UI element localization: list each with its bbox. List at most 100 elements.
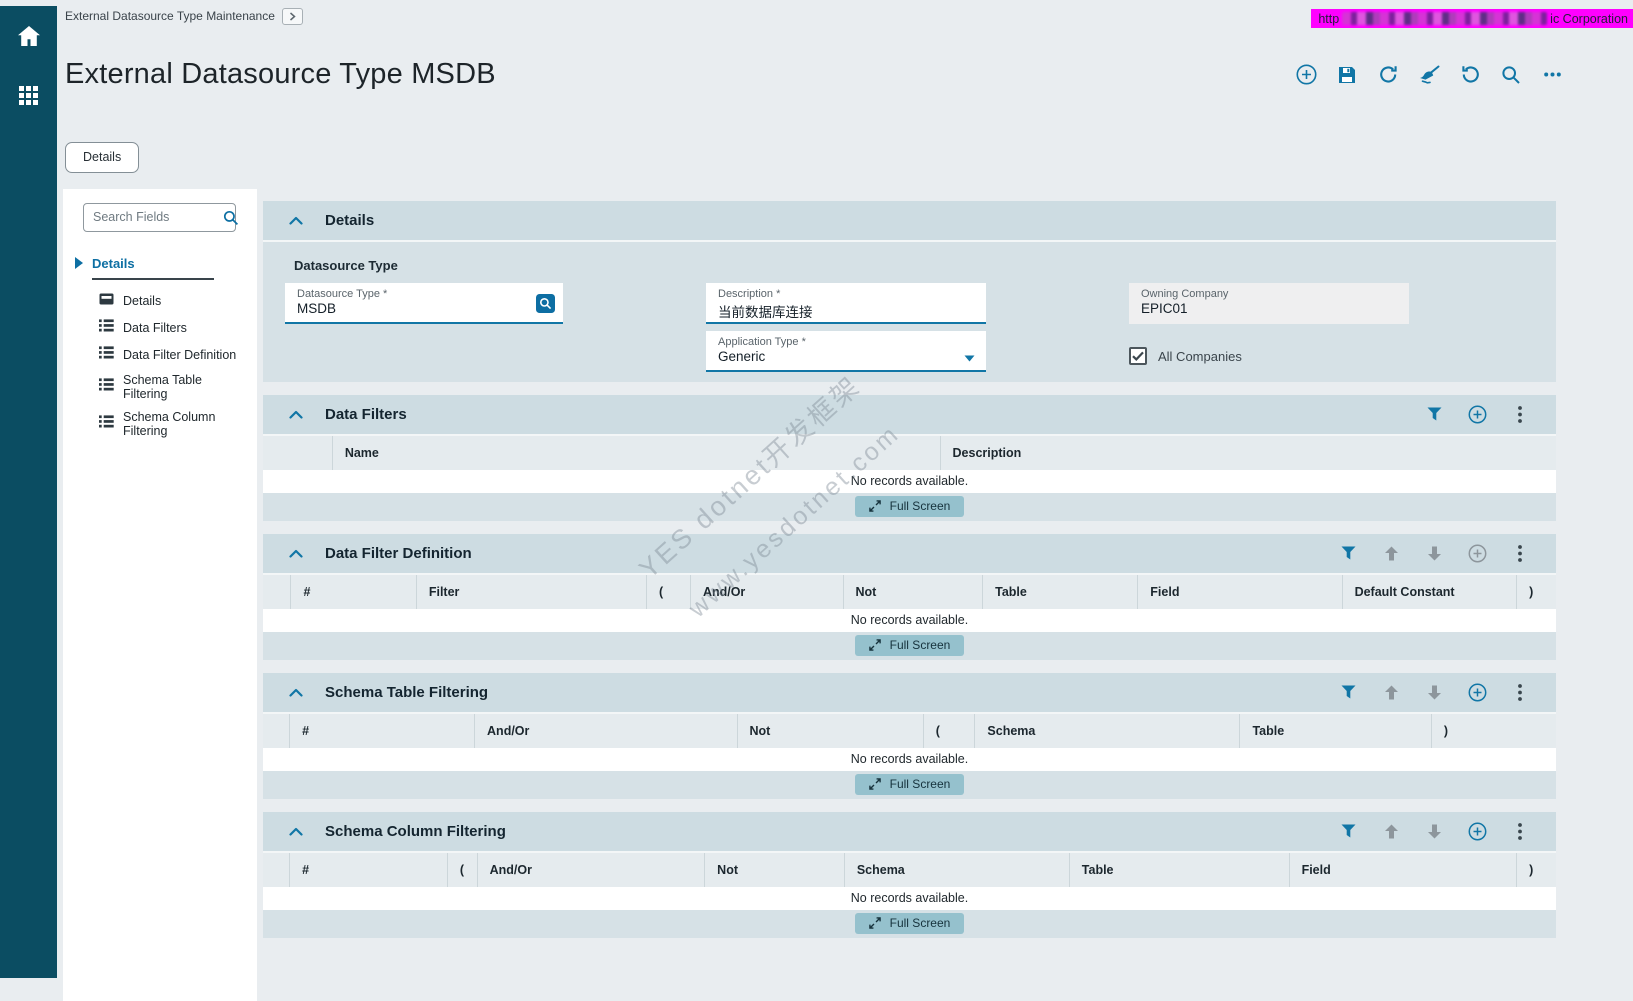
collapse-chevron-icon[interactable] xyxy=(289,827,303,836)
banner-prefix: http xyxy=(1318,11,1340,26)
search-fields-input[interactable] xyxy=(83,202,236,232)
column-header[interactable]: Table xyxy=(1240,713,1432,748)
column-header-empty[interactable] xyxy=(263,574,292,609)
breadcrumb-item[interactable]: External Datasource Type Maintenance xyxy=(65,9,275,23)
column-header[interactable]: Table xyxy=(983,574,1139,609)
add-icon[interactable] xyxy=(1467,821,1487,841)
column-header[interactable]: Field xyxy=(1290,852,1518,887)
tree-expander-icon xyxy=(75,257,83,270)
save-button[interactable] xyxy=(1336,64,1358,86)
add-icon[interactable] xyxy=(1467,404,1487,424)
column-header[interactable]: Field xyxy=(1138,574,1343,609)
tree-item-data-filter-definition[interactable]: Data Filter Definition xyxy=(73,342,247,369)
column-header[interactable]: ( xyxy=(924,713,976,748)
column-header[interactable]: Table xyxy=(1070,852,1290,887)
lookup-search-icon[interactable] xyxy=(536,293,555,318)
collapse-chevron-icon[interactable] xyxy=(289,688,303,697)
column-header[interactable]: # xyxy=(290,713,476,748)
tree-item-schema-column-filtering[interactable]: Schema Column Filtering xyxy=(73,406,247,443)
column-header[interactable]: Name xyxy=(333,435,941,470)
new-button[interactable] xyxy=(1295,64,1317,86)
move-up-icon[interactable] xyxy=(1381,682,1401,702)
add-icon[interactable] xyxy=(1467,543,1487,563)
application-type-select[interactable]: Application Type * Generic xyxy=(706,330,986,372)
search-fields xyxy=(83,202,247,232)
overflow-icon[interactable] xyxy=(1510,821,1530,841)
search-button[interactable] xyxy=(1500,64,1522,86)
move-down-icon[interactable] xyxy=(1424,821,1444,841)
column-header[interactable]: Filter xyxy=(417,574,647,609)
column-header[interactable]: Not xyxy=(844,574,984,609)
column-header-empty[interactable] xyxy=(263,713,291,748)
full-screen-button[interactable]: Full Screen xyxy=(854,634,965,656)
column-header[interactable]: ( xyxy=(448,852,478,887)
filter-icon[interactable] xyxy=(1338,821,1358,841)
filter-icon[interactable] xyxy=(1338,543,1358,563)
grid-column-headers: #(And/Or Not Schema Table Field) xyxy=(263,852,1556,887)
overflow-icon[interactable] xyxy=(1510,543,1530,563)
breadcrumb-expand-button[interactable] xyxy=(281,7,303,25)
column-header[interactable]: And/Or xyxy=(475,713,738,748)
home-button[interactable] xyxy=(13,22,45,54)
breadcrumb: External Datasource Type Maintenance xyxy=(65,6,1633,26)
refresh-button[interactable] xyxy=(1377,64,1399,86)
collapse-chevron-icon[interactable] xyxy=(289,549,303,558)
tree-group-label: Details xyxy=(92,255,135,271)
tree-group-details[interactable]: Details xyxy=(75,256,247,271)
column-header[interactable]: Schema xyxy=(845,852,1070,887)
tree-item-schema-table-filtering[interactable]: Schema Table Filtering xyxy=(73,369,247,406)
column-header[interactable]: # xyxy=(290,852,448,887)
grid-empty-message: No records available. xyxy=(263,469,1556,493)
chevron-down-icon[interactable] xyxy=(964,349,975,367)
column-header[interactable]: ( xyxy=(647,574,691,609)
full-screen-button[interactable]: Full Screen xyxy=(854,773,965,795)
undo-button[interactable] xyxy=(1459,64,1481,86)
tab-details[interactable]: Details xyxy=(65,141,140,173)
filter-icon[interactable] xyxy=(1338,682,1358,702)
move-down-icon[interactable] xyxy=(1424,682,1444,702)
full-screen-icon xyxy=(868,917,881,929)
clear-button[interactable] xyxy=(1418,64,1440,86)
overflow-button[interactable] xyxy=(1541,64,1563,86)
move-down-icon[interactable] xyxy=(1424,543,1444,563)
grid-footer: Full Screen xyxy=(263,632,1556,660)
all-companies-checkbox[interactable] xyxy=(1129,347,1147,366)
undo-icon xyxy=(1461,66,1479,83)
column-header[interactable]: Not xyxy=(705,852,845,887)
apps-menu-button[interactable] xyxy=(13,82,45,114)
grid-header: Data Filter Definition xyxy=(263,533,1556,575)
filter-icon[interactable] xyxy=(1424,404,1444,424)
overflow-icon[interactable] xyxy=(1510,682,1530,702)
column-header-empty[interactable] xyxy=(263,852,291,887)
collapse-chevron-icon[interactable] xyxy=(289,410,303,419)
main-toolbar xyxy=(1295,64,1563,86)
datasource-type-field[interactable]: Datasource Type * MSDB xyxy=(285,282,563,324)
add-icon[interactable] xyxy=(1467,682,1487,702)
field-list-panel: Details Details Data Filters Data Filter… xyxy=(63,188,257,1001)
column-header[interactable]: # xyxy=(291,574,417,609)
column-header[interactable]: Default Constant xyxy=(1343,574,1518,609)
search-icon[interactable] xyxy=(223,210,239,231)
banner-redacted-blur xyxy=(1342,12,1548,25)
full-screen-button[interactable]: Full Screen xyxy=(854,495,965,517)
column-header-empty[interactable] xyxy=(263,435,333,470)
column-header[interactable]: ) xyxy=(1529,862,1534,877)
column-header[interactable]: ) xyxy=(1443,723,1448,738)
column-header[interactable]: And/Or xyxy=(691,574,844,609)
overflow-icon[interactable] xyxy=(1510,404,1530,424)
full-screen-button[interactable]: Full Screen xyxy=(854,912,965,934)
column-header[interactable]: Schema xyxy=(975,713,1241,748)
grid-toolbar xyxy=(1338,682,1530,702)
column-header[interactable]: Not xyxy=(738,713,924,748)
tree-separator xyxy=(92,277,214,280)
move-up-icon[interactable] xyxy=(1381,821,1401,841)
column-header[interactable]: Description xyxy=(952,445,1022,460)
collapse-chevron-icon[interactable] xyxy=(289,216,303,225)
description-field[interactable]: Description * 当前数据库连接 xyxy=(706,282,986,324)
move-up-icon[interactable] xyxy=(1381,543,1401,563)
tree-item-data-filters[interactable]: Data Filters xyxy=(73,315,247,342)
tree-item-details[interactable]: Details xyxy=(73,288,247,315)
grid-empty-message: No records available. xyxy=(263,747,1556,771)
column-header[interactable]: And/Or xyxy=(478,852,706,887)
column-header[interactable]: ) xyxy=(1529,584,1534,599)
